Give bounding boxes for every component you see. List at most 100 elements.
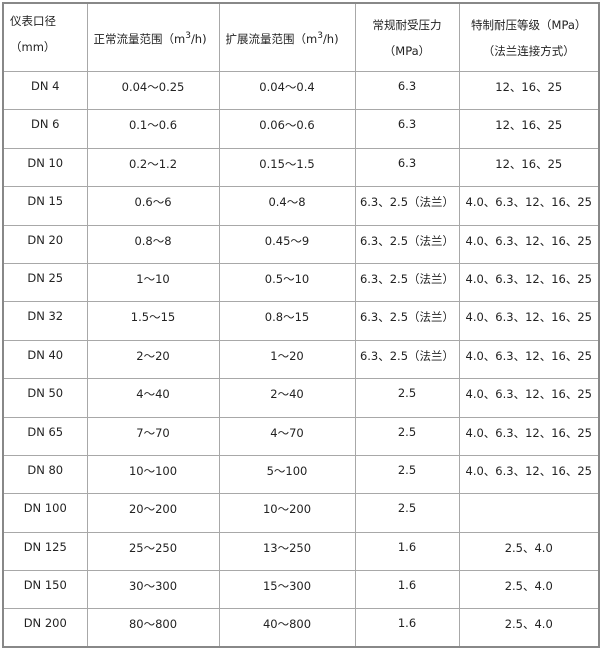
header-pressure: 常规耐受压力（MPa） (354, 2, 460, 72)
cell-diameter: DN 6 (2, 109, 88, 149)
cell-diameter: DN 15 (2, 186, 88, 226)
cell-pressure: 1.6 (354, 570, 460, 610)
cell-pressure: 6.3、2.5（法兰） (354, 224, 460, 264)
cell-diameter: DN 10 (2, 147, 88, 188)
table-row: DN 4 0.04～0.25 0.04～0.4 6.3 12、16、25 (2, 70, 600, 111)
cell-normal-flow: 7～70 (86, 416, 220, 456)
table-row: DN 80 10～100 5～100 2.5 4.0、6.3、12、16、25 (2, 454, 600, 495)
header-normal-flow-unit: /h) (190, 31, 207, 46)
table-row: DN 50 4～40 2～40 2.5 4.0、6.3、12、16、25 (2, 378, 600, 418)
table-row: DN 20 0.8～8 0.45～9 6.3、2.5（法兰） 4.0、6.3、12、16… (2, 224, 600, 264)
cell-pressure: 6.3 (354, 109, 460, 149)
cell-normal-flow: 0.04～0.25 (86, 70, 220, 111)
cell-diameter: DN 80 (2, 454, 88, 495)
cell-extended-flow: 1～20 (218, 339, 356, 380)
table-row: DN 10 0.2～1.2 0.15～1.5 6.3 12、16、25 (2, 147, 600, 188)
header-extended-flow: 扩展流量范围（m3/h) (218, 2, 356, 72)
table-row: DN 40 2～20 1～20 6.3、2.5（法兰） 4.0、6.3、12、16、25 (2, 339, 600, 380)
cell-pressure: 2.5 (354, 493, 460, 533)
cell-pressure: 2.5 (354, 416, 460, 456)
cell-diameter: DN 125 (2, 531, 88, 572)
cell-normal-flow: 10～100 (86, 454, 220, 495)
cell-diameter: DN 25 (2, 262, 88, 303)
cell-diameter: DN 50 (2, 378, 88, 418)
cell-special-pressure: 4.0、6.3、12、16、25 (458, 378, 600, 418)
cell-special-pressure: 4.0、6.3、12、16、25 (458, 224, 600, 264)
table-row: DN 25 1～10 0.5～10 6.3、2.5（法兰） 4.0、6.3、12、16、… (2, 262, 600, 303)
header-normal-flow: 正常流量范围（m3/h) (86, 2, 220, 72)
cell-special-pressure: 4.0、6.3、12、16、25 (458, 186, 600, 226)
cell-special-pressure: 2.5、4.0 (458, 531, 600, 572)
table-row: DN 15 0.6～6 0.4～8 6.3、2.5（法兰） 4.0、6.3、12、16、… (2, 186, 600, 226)
table-row: DN 200 80～800 40～800 1.6 2.5、4.0 (2, 608, 600, 648)
superscript: 3 (185, 31, 191, 42)
table-row: DN 32 1.5～15 0.8～15 6.3、2.5（法兰） 4.0、6.3、12、1… (2, 301, 600, 341)
cell-diameter: DN 100 (2, 493, 88, 533)
cell-diameter: DN 65 (2, 416, 88, 456)
cell-special-pressure: 12、16、25 (458, 70, 600, 111)
cell-normal-flow: 0.8～8 (86, 224, 220, 264)
cell-special-pressure: 12、16、25 (458, 147, 600, 188)
cell-pressure: 6.3 (354, 147, 460, 188)
cell-extended-flow: 0.45～9 (218, 224, 356, 264)
cell-pressure: 6.3、2.5（法兰） (354, 262, 460, 303)
cell-extended-flow: 0.8～15 (218, 301, 356, 341)
cell-normal-flow: 0.6～6 (86, 186, 220, 226)
cell-normal-flow: 1.5～15 (86, 301, 220, 341)
cell-special-pressure: 2.5、4.0 (458, 570, 600, 610)
cell-special-pressure: 4.0、6.3、12、16、25 (458, 339, 600, 380)
cell-pressure: 6.3、2.5（法兰） (354, 301, 460, 341)
cell-normal-flow: 80～800 (86, 608, 220, 648)
cell-extended-flow: 0.15～1.5 (218, 147, 356, 188)
cell-diameter: DN 32 (2, 301, 88, 341)
cell-special-pressure: 4.0、6.3、12、16、25 (458, 301, 600, 341)
cell-extended-flow: 2～40 (218, 378, 356, 418)
cell-pressure: 6.3、2.5（法兰） (354, 339, 460, 380)
cell-diameter: DN 150 (2, 570, 88, 610)
superscript: 3 (317, 31, 323, 42)
cell-pressure: 6.3 (354, 70, 460, 111)
cell-pressure: 6.3、2.5（法兰） (354, 186, 460, 226)
table-row: DN 150 30～300 15～300 1.6 2.5、4.0 (2, 570, 600, 610)
header-extended-flow-text: 扩展流量范围（m (225, 31, 318, 46)
cell-pressure: 2.5 (354, 378, 460, 418)
cell-pressure: 2.5 (354, 454, 460, 495)
cell-extended-flow: 5～100 (218, 454, 356, 495)
cell-normal-flow: 4～40 (86, 378, 220, 418)
cell-pressure: 1.6 (354, 531, 460, 572)
cell-diameter: DN 200 (2, 608, 88, 648)
cell-diameter: DN 4 (2, 70, 88, 111)
table-row: DN 100 20～200 10～200 2.5 (2, 493, 600, 533)
cell-pressure: 1.6 (354, 608, 460, 648)
cell-extended-flow: 40～800 (218, 608, 356, 648)
cell-extended-flow: 4～70 (218, 416, 356, 456)
cell-diameter: DN 20 (2, 224, 88, 264)
header-diameter: 仪表口径（mm） (2, 2, 88, 72)
cell-normal-flow: 1～10 (86, 262, 220, 303)
table-row: DN 125 25～250 13～250 1.6 2.5、4.0 (2, 531, 600, 572)
table-row: DN 6 0.1～0.6 0.06～0.6 6.3 12、16、25 (2, 109, 600, 149)
header-special-pressure: 特制耐压等级（MPa）（法兰连接方式） (458, 2, 600, 72)
cell-special-pressure: 4.0、6.3、12、16、25 (458, 262, 600, 303)
cell-normal-flow: 2～20 (86, 339, 220, 380)
cell-special-pressure: 4.0、6.3、12、16、25 (458, 416, 600, 456)
cell-extended-flow: 0.04～0.4 (218, 70, 356, 111)
flowmeter-spec-table: 仪表口径（mm） 正常流量范围（m3/h) 扩展流量范围（m3/h) 常规耐受压… (2, 2, 600, 649)
cell-normal-flow: 20～200 (86, 493, 220, 533)
cell-extended-flow: 0.5～10 (218, 262, 356, 303)
cell-normal-flow: 30～300 (86, 570, 220, 610)
cell-special-pressure: 2.5、4.0 (458, 608, 600, 648)
cell-extended-flow: 0.06～0.6 (218, 109, 356, 149)
cell-extended-flow: 13～250 (218, 531, 356, 572)
cell-normal-flow: 0.2～1.2 (86, 147, 220, 188)
cell-special-pressure (458, 493, 600, 533)
cell-extended-flow: 0.4～8 (218, 186, 356, 226)
cell-diameter: DN 40 (2, 339, 88, 380)
cell-special-pressure: 4.0、6.3、12、16、25 (458, 454, 600, 495)
header-normal-flow-text: 正常流量范围（m (93, 31, 186, 46)
cell-extended-flow: 15～300 (218, 570, 356, 610)
table-row: DN 65 7～70 4～70 2.5 4.0、6.3、12、16、25 (2, 416, 600, 456)
cell-normal-flow: 0.1～0.6 (86, 109, 220, 149)
cell-special-pressure: 12、16、25 (458, 109, 600, 149)
cell-normal-flow: 25～250 (86, 531, 220, 572)
